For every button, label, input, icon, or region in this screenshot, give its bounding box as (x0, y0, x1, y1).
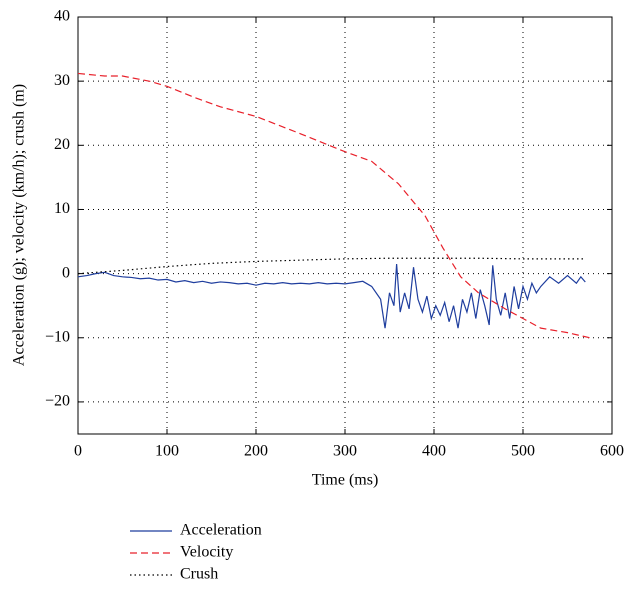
y-tick-label: −20 (45, 393, 70, 410)
x-axis-label: Time (ms) (312, 472, 379, 489)
series-line (77, 257, 586, 275)
legend-label: Velocity (180, 544, 233, 561)
x-tick-label: 300 (333, 443, 357, 460)
series-line (77, 72, 590, 339)
x-tick-label: 600 (600, 443, 624, 460)
y-axis-label: Acceleration (g); velocity (km/h); crush… (11, 84, 28, 366)
x-tick-label: 0 (74, 443, 82, 460)
x-tick-label: 100 (155, 443, 179, 460)
y-tick-label: 10 (54, 200, 70, 217)
series-line (77, 263, 586, 329)
y-tick-label: 20 (54, 136, 70, 153)
y-tick-label: 30 (54, 72, 70, 89)
x-tick-label: 400 (422, 443, 446, 460)
y-tick-label: 40 (54, 8, 70, 25)
x-tick-label: 500 (511, 443, 535, 460)
plot-frame (77, 16, 613, 435)
y-tick-label: 0 (62, 264, 70, 281)
x-tick-label: 200 (244, 443, 268, 460)
legend-label: Acceleration (180, 522, 262, 539)
y-tick-label: −10 (45, 328, 70, 345)
legend-label: Crush (180, 566, 218, 583)
